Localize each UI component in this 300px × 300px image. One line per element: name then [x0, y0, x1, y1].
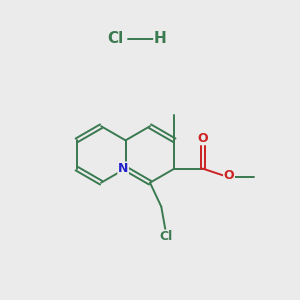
Text: Cl: Cl — [108, 31, 124, 46]
Text: O: O — [197, 132, 208, 145]
Text: H: H — [154, 31, 167, 46]
Text: O: O — [224, 169, 234, 182]
Text: N: N — [118, 162, 128, 175]
Text: Cl: Cl — [159, 230, 172, 243]
